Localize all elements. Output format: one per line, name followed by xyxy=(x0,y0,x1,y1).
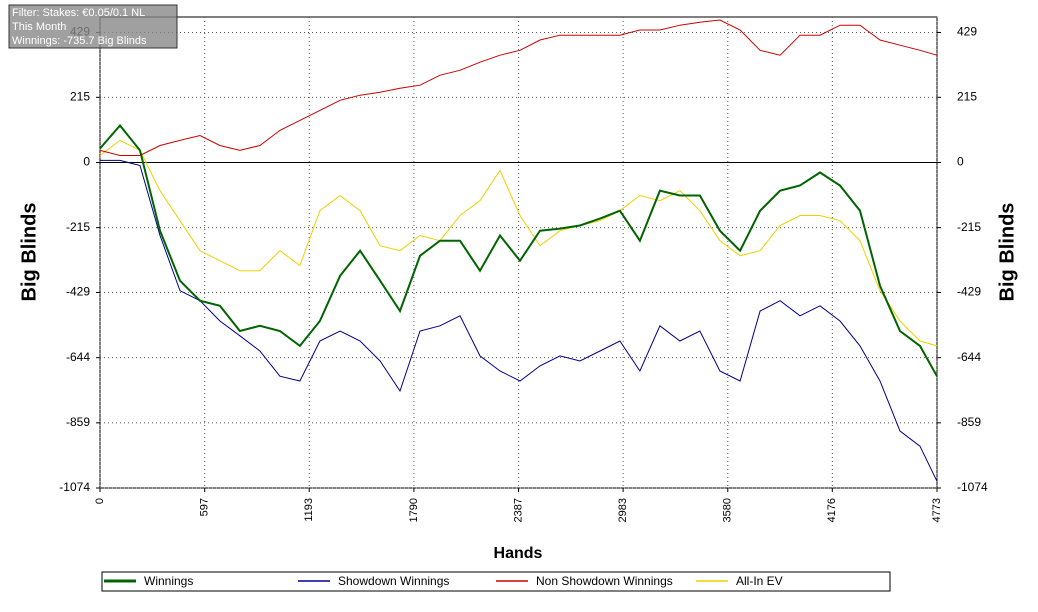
y2-tick-label: -644 xyxy=(957,350,981,364)
x-tick-label: 1790 xyxy=(408,498,420,522)
y-tick-label: -644 xyxy=(66,350,90,364)
y2-tick-label: -859 xyxy=(957,415,981,429)
x-tick-label: 3580 xyxy=(722,498,734,522)
legend-label: Showdown Winnings xyxy=(338,574,449,588)
info-box: Filter: Stakes: €0.05/0.1 NL This Month Wi… xyxy=(8,4,178,49)
series-line xyxy=(100,159,938,482)
info-text: Winnings: -735.7 Big Blinds xyxy=(12,35,147,47)
y2-tick-label: -429 xyxy=(957,285,981,299)
y2-tick-label: 215 xyxy=(957,89,977,103)
y2-axis-label: Big Blinds xyxy=(996,203,1018,302)
y2-tick-label: -215 xyxy=(957,220,981,234)
info-text: This Month xyxy=(12,21,66,33)
series-line xyxy=(99,139,938,347)
x-axis-label: Hands xyxy=(494,545,543,562)
x-tick-label: 1193 xyxy=(303,498,315,522)
y2-tick-label: -1074 xyxy=(957,480,988,494)
legend-label: Winnings xyxy=(144,574,193,588)
x-tick-label: 2983 xyxy=(617,498,629,522)
y-tick-label: -1074 xyxy=(59,480,90,494)
series-line xyxy=(99,19,938,156)
y2-tick-label: 0 xyxy=(957,155,964,169)
legend-label: All-In EV xyxy=(736,574,783,588)
legend-label: Non Showdown Winnings xyxy=(536,574,673,588)
y-tick-label: -429 xyxy=(66,285,90,299)
y-tick-label: 0 xyxy=(83,155,90,169)
x-tick-label: 2387 xyxy=(512,498,524,522)
x-tick-label: 0 xyxy=(94,498,106,504)
info-background xyxy=(8,4,178,49)
x-tick-label: 597 xyxy=(199,498,211,516)
series-line xyxy=(99,123,938,377)
x-tick-label: 4773 xyxy=(931,498,943,522)
x-tick-label: 4176 xyxy=(826,498,838,522)
y-axis-label: Big Blinds xyxy=(18,203,40,302)
y-tick-label: -859 xyxy=(66,415,90,429)
y-tick-label: -215 xyxy=(66,220,90,234)
y-tick-label: 215 xyxy=(70,89,90,103)
y2-tick-label: 429 xyxy=(957,25,977,39)
info-text: Filter: Stakes: €0.05/0.1 NL xyxy=(12,7,145,19)
